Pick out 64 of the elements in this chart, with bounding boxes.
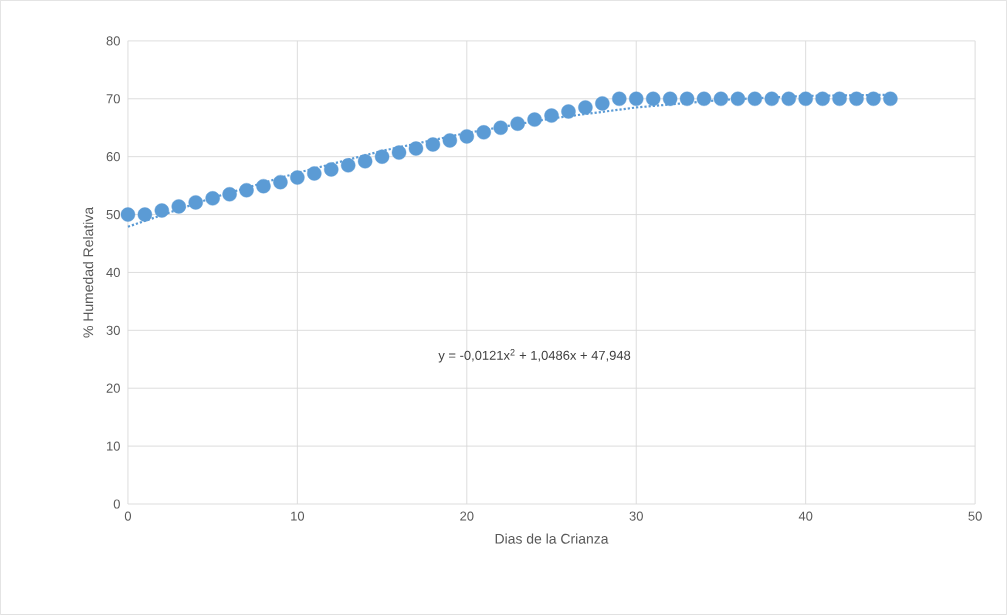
point (798, 91, 813, 107)
point (408, 141, 424, 156)
x-tick-label: 30 (629, 511, 643, 521)
point (527, 112, 542, 127)
point (307, 166, 322, 181)
point (781, 91, 796, 107)
point (374, 149, 390, 164)
point (188, 195, 203, 210)
point (696, 91, 712, 107)
point (832, 91, 847, 107)
y-tick-label: 40 (106, 267, 120, 278)
y-tick-label: 20 (106, 383, 120, 393)
point (747, 91, 763, 107)
point (713, 91, 729, 107)
point (391, 145, 407, 160)
x-tick-label: 20 (460, 511, 474, 521)
x-tick-label: 10 (291, 511, 305, 521)
point (544, 108, 559, 123)
point (645, 91, 661, 107)
x-tick-label: 0 (124, 511, 132, 521)
point (290, 170, 305, 185)
point (561, 104, 576, 119)
point (442, 133, 458, 148)
point (171, 199, 186, 214)
point (239, 183, 254, 198)
x-axis-title: Dias de la Crianza (495, 533, 609, 544)
point (595, 96, 610, 111)
point (493, 120, 508, 135)
point (205, 191, 220, 206)
point (120, 207, 136, 222)
point (764, 91, 779, 107)
x-tick-label: 50 (968, 511, 982, 521)
point (679, 91, 695, 107)
y-tick-label: 50 (106, 210, 120, 220)
y-tick-label: 10 (107, 441, 120, 451)
point (459, 129, 474, 144)
point (137, 207, 153, 222)
point (357, 154, 373, 169)
point (154, 203, 170, 218)
y-tick-label: 60 (106, 152, 120, 162)
point (662, 91, 678, 107)
point (730, 91, 746, 107)
point (612, 91, 627, 107)
y-tick-label: 80 (106, 36, 120, 46)
point (629, 91, 644, 107)
point (578, 100, 593, 115)
y-tick-label: 30 (106, 325, 120, 335)
point (324, 162, 339, 177)
point (222, 187, 237, 202)
x-tick-label: 40 (798, 511, 813, 521)
annotation: y = -0,0121x$^{2}$ + 1,0486x + 47,948 (438, 349, 631, 363)
point (815, 91, 830, 107)
point (256, 179, 271, 194)
y-tick-label: 70 (106, 94, 120, 104)
point (341, 158, 356, 173)
y-axis-title: % Humedad Relativa (82, 206, 94, 338)
point (883, 91, 898, 107)
point (476, 125, 491, 140)
y-tick-label: 0 (113, 499, 120, 509)
point (273, 174, 288, 190)
point (510, 116, 525, 131)
point (425, 137, 441, 152)
point (849, 91, 864, 107)
point (866, 91, 881, 107)
